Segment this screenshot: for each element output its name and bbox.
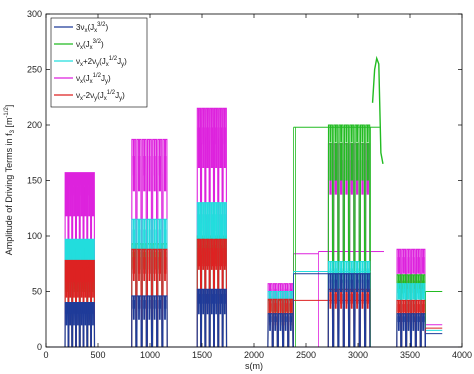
y-tick-label: 300 — [27, 9, 42, 19]
legend-box — [50, 17, 148, 108]
legend-label-part: ) — [105, 23, 108, 32]
legend-label: νx(Jx1/2Jy) — [76, 73, 111, 85]
series-block — [196, 288, 228, 348]
legend-label-part: 1/2 — [107, 90, 116, 96]
legend-label-part: (J — [97, 91, 104, 100]
legend-label-part: y — [105, 79, 108, 85]
legend-label-part: 1/2 — [109, 56, 118, 62]
y-tick-label: 0 — [37, 342, 42, 352]
legend-label-part: x — [80, 96, 83, 102]
legend-label-part: +2ν — [83, 57, 96, 66]
legend-label-part: 3/2 — [93, 39, 102, 45]
legend-label-part: 1/2 — [93, 73, 102, 79]
y-tick-label: 150 — [27, 176, 42, 186]
legend-label-part: x — [80, 79, 83, 85]
legend-label-part: -2ν — [83, 91, 94, 100]
legend-label: νx+2νy(Jx1/2Jy) — [76, 56, 127, 68]
legend-label-part: ) — [124, 57, 127, 66]
legend-label-part: 3ν — [76, 23, 84, 32]
legend-label-part: x — [104, 96, 107, 102]
legend-label-part: J — [115, 91, 119, 100]
legend-label-part: J — [117, 57, 121, 66]
legend-label-part: y — [121, 62, 124, 68]
x-tick-label: 500 — [90, 350, 105, 360]
x-tick-label: 2000 — [244, 350, 264, 360]
legend-items: 3νx(Jx3/2)νx(Jx3/2)νx+2νy(Jx1/2Jy)νx(Jx1… — [54, 22, 127, 102]
series-block — [131, 295, 168, 348]
y-tick-label: 100 — [27, 231, 42, 241]
x-tick-label: 0 — [43, 350, 48, 360]
legend-label: νx(Jx3/2) — [76, 39, 104, 51]
legend-label-part: (J — [83, 40, 90, 49]
legend-label-part: ) — [101, 40, 104, 49]
legend-label-part: x — [90, 79, 93, 85]
x-axis-ticks: 0 500 1000 1500 2000 2500 3000 3500 4000 — [43, 14, 472, 360]
x-tick-label: 1000 — [140, 350, 160, 360]
legend-label-part: ) — [108, 74, 111, 83]
x-tick-label: 3000 — [348, 350, 368, 360]
legend-label-part: ν — [76, 40, 80, 49]
legend-label-part: x — [106, 62, 109, 68]
x-tick-label: 4000 — [452, 350, 472, 360]
legend-label-part: x — [90, 45, 93, 51]
legend-label-part: y — [119, 96, 122, 102]
x-tick-label: 1500 — [192, 350, 212, 360]
legend-label-part: x — [80, 45, 83, 51]
series-block — [267, 313, 294, 348]
legend-label-part: ν — [76, 74, 80, 83]
legend-label: 3νx(Jx3/2) — [76, 22, 108, 34]
series-block — [64, 302, 96, 348]
legend-label-part: (J — [99, 57, 106, 66]
y-axis-label: Amplitude of Driving Terms in f3 [m-1/2] — [4, 105, 16, 256]
x-tick-label: 2500 — [296, 350, 316, 360]
legend-label-part: 3/2 — [97, 22, 106, 28]
x-tick-label: 3500 — [400, 350, 420, 360]
y-tick-label: 250 — [27, 65, 42, 75]
legend-label-part: ) — [122, 91, 125, 100]
series-spike — [371, 55, 384, 164]
legend-label-part: x — [94, 28, 97, 34]
y-tick-label: 200 — [27, 120, 42, 130]
x-axis-label: s(m) — [245, 361, 263, 371]
y-tick-label: 50 — [32, 287, 42, 297]
legend-label-part: y — [96, 62, 99, 68]
y-axis-ticks: 0 50 100 150 200 250 300 — [27, 9, 462, 352]
legend-label-part: (J — [87, 23, 94, 32]
legend: 3νx(Jx3/2)νx(Jx3/2)νx+2νy(Jx1/2Jy)νx(Jx1… — [50, 17, 148, 108]
legend-label-part: x — [84, 28, 87, 34]
legend-label-part: J — [101, 74, 105, 83]
legend-label: νx-2νy(Jx1/2Jy) — [76, 90, 125, 102]
legend-label-part: y — [94, 96, 97, 102]
legend-label-part: ν — [76, 91, 80, 100]
legend-label-part: ν — [76, 57, 80, 66]
legend-label-part: (J — [83, 74, 90, 83]
legend-label-part: x — [80, 62, 83, 68]
